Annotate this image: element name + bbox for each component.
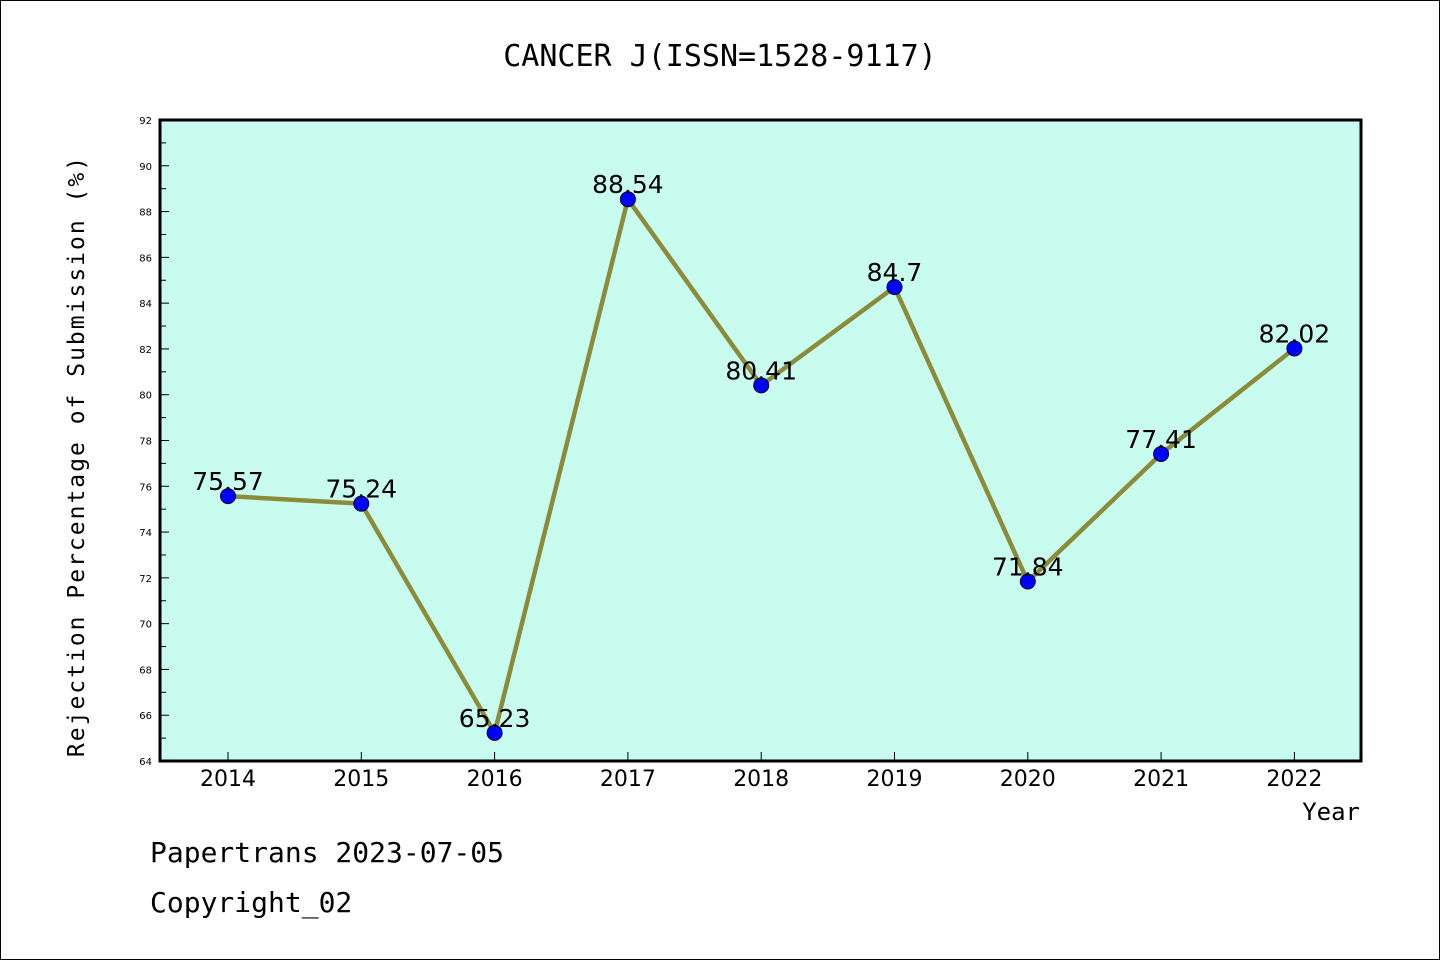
- data-label: 82.02: [1259, 319, 1331, 348]
- x-tick-label: 2016: [467, 767, 523, 792]
- y-tick-label: 70: [139, 620, 152, 631]
- footer-date-text: Papertrans 2023-07-05: [150, 836, 505, 869]
- y-tick-label: 66: [139, 711, 152, 722]
- data-label: 77.41: [1125, 425, 1197, 454]
- data-point: [220, 488, 236, 505]
- data-label: 84.7: [867, 258, 923, 287]
- y-tick-label: 92: [139, 116, 152, 127]
- x-tick-label: 2015: [333, 767, 389, 792]
- x-tick-label: 2019: [867, 767, 923, 792]
- data-label: 65.23: [459, 704, 531, 733]
- y-tick-label: 86: [139, 253, 152, 264]
- data-labels: 75.57 75.24 65.23 88.54 80.41 84.7 71.84 77.41 8…: [192, 170, 1330, 733]
- data-point: [1286, 340, 1303, 357]
- x-tick-label: 2017: [600, 767, 656, 792]
- y-tick-label: 88: [139, 208, 152, 219]
- y-axis-label: Rejection Percentage of Submission (%): [64, 155, 90, 757]
- y-tick-label: 68: [139, 665, 152, 676]
- data-label: 80.41: [725, 356, 797, 385]
- data-label: 88.54: [592, 170, 664, 199]
- footer-copyright-text: Copyright_02: [150, 886, 353, 919]
- data-point: [1153, 446, 1170, 463]
- x-tick-label: 2022: [1266, 767, 1322, 792]
- y-tick-label: 74: [139, 528, 152, 539]
- y-tick-label: 78: [139, 437, 152, 448]
- x-tick-label: 2021: [1133, 767, 1189, 792]
- data-point: [353, 495, 370, 512]
- data-label: 75.24: [326, 475, 398, 504]
- axis-ticks: 64 66 68 70 72 74 76 78 80 82 84 86 88 90 92 2014 2015 20…: [139, 116, 1322, 792]
- data-point: [886, 279, 903, 296]
- y-tick-label: 82: [139, 345, 152, 356]
- data-label: 71.84: [992, 553, 1064, 582]
- plot-area: [160, 120, 1361, 761]
- y-tick-label: 76: [139, 482, 152, 493]
- data-point: [753, 377, 770, 394]
- chart-title: CANCER J(ISSN=1528-9117): [503, 39, 936, 74]
- data-label: 75.57: [192, 467, 264, 496]
- y-tick-label: 84: [139, 299, 152, 310]
- x-tick-label: 2014: [200, 767, 256, 792]
- plot-border: [158, 118, 1363, 763]
- x-tick-label: 2018: [733, 767, 789, 792]
- data-point: [486, 724, 503, 741]
- data-point: [619, 191, 636, 208]
- data-point: [1019, 573, 1036, 590]
- y-tick-label: 80: [139, 391, 152, 402]
- y-tick-label: 90: [139, 162, 152, 173]
- y-tick-label: 72: [139, 574, 152, 585]
- x-tick-label: 2020: [1000, 767, 1056, 792]
- series-markers: [220, 191, 1303, 741]
- y-tick-label: 64: [139, 757, 152, 768]
- x-axis-label: Year: [1302, 798, 1360, 826]
